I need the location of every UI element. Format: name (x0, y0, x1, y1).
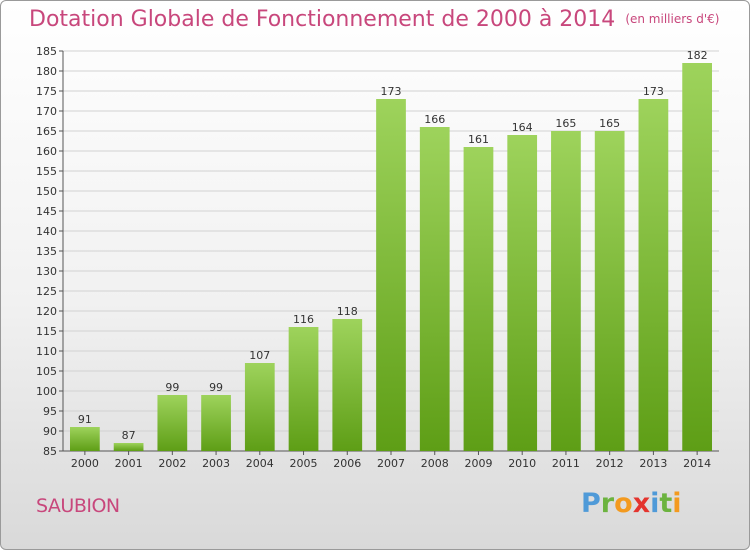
x-tick-label: 2000 (71, 457, 99, 470)
data-label: 107 (249, 349, 270, 362)
y-tick-label: 185 (36, 45, 57, 58)
y-tick-label: 180 (36, 65, 57, 78)
y-tick-label: 155 (36, 165, 57, 178)
data-label: 118 (337, 305, 358, 318)
bar (69, 427, 100, 451)
x-tick-label: 2001 (115, 457, 143, 470)
x-tick-label: 2006 (333, 457, 361, 470)
data-label: 91 (78, 413, 92, 426)
bar (594, 131, 625, 451)
logo-letter: x (632, 488, 651, 519)
data-label: 182 (687, 49, 708, 62)
x-tick-label: 2005 (290, 457, 318, 470)
bar (376, 99, 406, 451)
bar (244, 363, 275, 451)
x-tick-label: 2014 (683, 457, 711, 470)
bar (638, 99, 669, 451)
bar (201, 395, 231, 451)
x-tick-label: 2004 (246, 457, 274, 470)
bar (551, 131, 581, 451)
data-label: 165 (555, 117, 576, 130)
data-label: 99 (209, 381, 223, 394)
y-tick-label: 160 (36, 145, 57, 158)
logo-letter: P (581, 488, 601, 519)
data-label: 173 (381, 85, 402, 98)
bar (157, 395, 188, 451)
bar (419, 127, 450, 451)
data-label: 161 (468, 133, 489, 146)
y-tick-label: 110 (36, 345, 57, 358)
logo-letter: r (600, 488, 615, 519)
bars (69, 63, 713, 451)
y-tick-label: 140 (36, 225, 57, 238)
data-label: 165 (599, 117, 620, 130)
data-label: 164 (512, 121, 533, 134)
y-tick-label: 115 (36, 325, 57, 338)
data-label: 173 (643, 85, 664, 98)
y-tick-label: 105 (36, 365, 57, 378)
commune-name: SAUBION (36, 495, 120, 517)
labels: 85 90 95 100 105 110 115 120 125 130 135 140 145 150 1… (36, 45, 711, 470)
x-tick-label: 2010 (508, 457, 536, 470)
y-tick-label: 90 (43, 425, 57, 438)
x-tick-label: 2009 (464, 457, 492, 470)
x-tick-label: 2007 (377, 457, 405, 470)
bar (463, 147, 494, 451)
x-tick-label: 2012 (596, 457, 624, 470)
y-tick-label: 145 (36, 205, 57, 218)
logo-letter: t (659, 488, 673, 519)
y-tick-label: 175 (36, 85, 57, 98)
chart-title: Dotation Globale de Fonctionnement de 20… (29, 7, 719, 32)
title-text: Dotation Globale de Fonctionnement de 20… (29, 7, 616, 32)
x-tick-label: 2011 (552, 457, 580, 470)
y-tick-label: 165 (36, 125, 57, 138)
x-tick-label: 2002 (158, 457, 186, 470)
y-tick-label: 120 (36, 305, 57, 318)
x-tick-label: 2008 (421, 457, 449, 470)
logo-letter: i (672, 488, 682, 519)
y-tick-label: 125 (36, 285, 57, 298)
y-tick-label: 170 (36, 105, 57, 118)
logo-letter: o (614, 488, 633, 519)
bar (113, 443, 144, 451)
y-tick-label: 85 (43, 445, 57, 458)
data-label: 166 (424, 113, 445, 126)
y-tick-label: 100 (36, 385, 57, 398)
y-tick-label: 95 (43, 405, 57, 418)
y-tick-label: 130 (36, 265, 57, 278)
x-tick-label: 2013 (639, 457, 667, 470)
x-tick-label: 2003 (202, 457, 230, 470)
data-label: 116 (293, 313, 314, 326)
data-label: 99 (165, 381, 179, 394)
bar (507, 135, 538, 451)
bar (288, 327, 319, 451)
proxiti-logo: Proxiti (581, 488, 682, 519)
y-tick-label: 150 (36, 185, 57, 198)
unit-note: (en milliers d'€) (625, 12, 720, 26)
logo-letter: i (650, 488, 660, 519)
y-tick-label: 135 (36, 245, 57, 258)
data-label: 87 (122, 429, 136, 442)
bar (332, 319, 363, 451)
bar (682, 63, 713, 451)
